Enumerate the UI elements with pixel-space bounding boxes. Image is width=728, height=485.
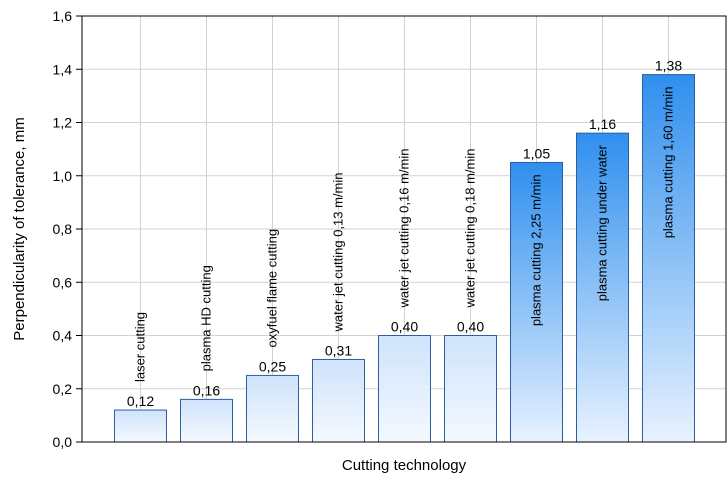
bar: [246, 374, 299, 443]
y-axis-label: Perpendicularity of tolerance, mm: [11, 117, 28, 340]
data-label: 1,16: [589, 116, 616, 132]
category-label: plasma cutting 1,60 m/min: [661, 87, 676, 239]
y-tick-label: 0,2: [53, 381, 73, 397]
y-axis: 0,0 0,2 0,4 0,6 0,8 1,0 1,2 1,4 1,6: [53, 8, 82, 450]
y-tick-label: 0,0: [53, 434, 73, 450]
bar: [642, 74, 695, 443]
data-label: 1,05: [523, 145, 550, 161]
category-label: plasma HD cutting: [199, 265, 214, 371]
category-label: laser cutting: [133, 312, 148, 382]
y-tick-label: 0,8: [53, 221, 73, 237]
y-tick-label: 0,4: [53, 328, 73, 344]
y-tick-label: 1,6: [53, 8, 73, 24]
labels: 0,12 laser cutting 0,16 plasma HD cutting 0,…: [127, 58, 682, 409]
category-label: plasma cutting under water: [595, 144, 610, 301]
bar: [378, 335, 431, 443]
category-label: water jet cutting 0,18 m/min: [463, 149, 478, 309]
category-label: oxyfuel flame cutting: [265, 229, 280, 348]
bar: [444, 335, 497, 443]
bars: [114, 74, 695, 443]
bar: [510, 161, 563, 443]
data-label: 1,38: [655, 58, 682, 74]
y-tick-label: 1,2: [53, 115, 73, 131]
y-tick-label: 1,4: [53, 61, 73, 77]
data-label: 0,25: [259, 358, 286, 374]
bar: [312, 358, 365, 443]
category-label: water jet cutting 0,16 m/min: [397, 149, 412, 309]
category-label: plasma cutting 2,25 m/min: [529, 174, 544, 326]
data-label: 0,40: [457, 319, 484, 335]
category-label: water jet cutting 0,13 m/min: [331, 172, 346, 332]
y-tick-label: 0,6: [53, 274, 73, 290]
data-label: 0,12: [127, 393, 154, 409]
x-axis-label: Cutting technology: [342, 457, 467, 474]
y-tick-label: 1,0: [53, 168, 73, 184]
data-label: 0,16: [193, 382, 220, 398]
bar: [114, 409, 167, 443]
data-label: 0,40: [391, 319, 418, 335]
bar: [180, 398, 233, 443]
data-label: 0,31: [325, 342, 352, 358]
